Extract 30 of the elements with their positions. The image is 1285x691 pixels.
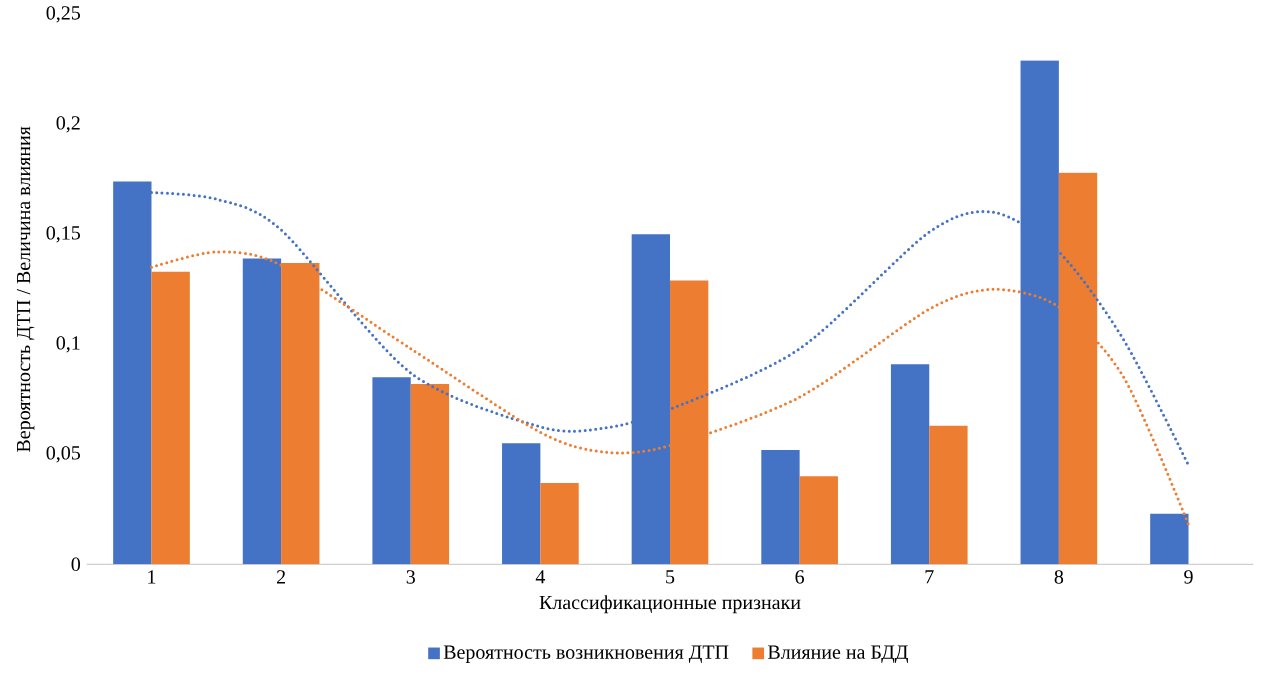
bar	[410, 383, 450, 565]
bar	[502, 443, 541, 565]
bar	[890, 364, 930, 565]
legend-label: Влияние на БДД	[767, 645, 908, 663]
y-tick-label: 0,15	[46, 226, 81, 243]
bar	[151, 271, 190, 565]
legend-label: Вероятность возникновения ДТП	[443, 645, 729, 663]
y-tick-label: 0,1	[56, 336, 80, 353]
bar	[1150, 513, 1189, 565]
bar	[372, 377, 411, 565]
x-tick-label: 9	[1184, 570, 1193, 584]
x-tick-label: 3	[406, 570, 415, 584]
bar	[929, 425, 968, 565]
x-tick-label: 8	[1054, 570, 1064, 584]
x-tick-label: 4	[535, 570, 546, 584]
y-axis-title: Вероятность ДТП / Величина влияния	[16, 126, 35, 452]
x-tick-label: 1	[148, 570, 156, 584]
y-tick-label: 0,2	[56, 116, 80, 133]
bar	[761, 449, 800, 565]
bar	[799, 476, 838, 565]
bar	[242, 258, 282, 565]
x-axis-title: Классификационные признаки	[539, 595, 801, 614]
x-tick-label: 6	[795, 570, 805, 584]
bar	[540, 482, 579, 565]
y-tick-label: 0	[71, 557, 81, 572]
x-tick-label: 5	[666, 570, 675, 584]
y-tick-label: 0,05	[46, 446, 81, 463]
y-tick-label: 0,25	[46, 6, 81, 23]
x-tick-label: 2	[277, 570, 286, 584]
x-tick-label: 7	[925, 570, 934, 584]
